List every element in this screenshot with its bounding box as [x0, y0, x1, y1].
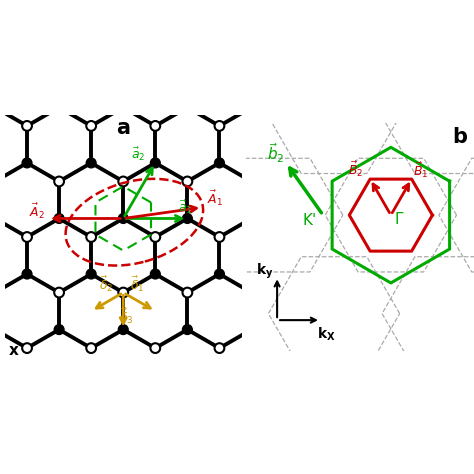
Text: $\vec{a}_2$: $\vec{a}_2$ — [131, 145, 146, 163]
Text: $\vec{B}_1$: $\vec{B}_1$ — [412, 161, 428, 181]
Text: $\vec{B}_2$: $\vec{B}_2$ — [348, 159, 364, 179]
Text: b: b — [452, 127, 467, 146]
Text: $\vec{b}_2$: $\vec{b}_2$ — [267, 141, 285, 165]
Circle shape — [22, 121, 32, 131]
Circle shape — [118, 325, 128, 335]
Circle shape — [118, 102, 128, 112]
Circle shape — [182, 102, 192, 112]
Circle shape — [150, 269, 160, 279]
Text: $\vec{a}_1$: $\vec{a}_1$ — [178, 199, 193, 216]
Text: $\mathbf{k_y}$: $\mathbf{k_y}$ — [256, 262, 273, 281]
Circle shape — [54, 214, 64, 223]
Text: K': K' — [302, 213, 317, 228]
Circle shape — [150, 121, 160, 131]
Circle shape — [54, 325, 64, 335]
Circle shape — [215, 343, 224, 353]
Circle shape — [86, 158, 96, 168]
Text: $\vec{A}_2$: $\vec{A}_2$ — [29, 201, 46, 221]
Circle shape — [182, 214, 192, 223]
Circle shape — [54, 288, 64, 298]
Circle shape — [86, 121, 96, 131]
Circle shape — [22, 343, 32, 353]
Circle shape — [215, 158, 224, 168]
Circle shape — [246, 325, 256, 335]
Circle shape — [86, 343, 96, 353]
Circle shape — [215, 269, 224, 279]
Circle shape — [246, 214, 256, 223]
Circle shape — [246, 288, 256, 298]
Text: $\vec{\delta}_1$: $\vec{\delta}_1$ — [130, 274, 145, 294]
Text: $\mathbf{k_X}$: $\mathbf{k_X}$ — [318, 325, 336, 343]
Text: $\vec{\delta}_2$: $\vec{\delta}_2$ — [99, 274, 114, 294]
Circle shape — [22, 232, 32, 242]
Circle shape — [118, 177, 128, 186]
Circle shape — [150, 232, 160, 242]
Circle shape — [22, 269, 32, 279]
Circle shape — [215, 232, 224, 242]
Circle shape — [86, 269, 96, 279]
Circle shape — [246, 177, 256, 186]
Text: $\Gamma$: $\Gamma$ — [394, 211, 405, 227]
Circle shape — [182, 325, 192, 335]
Circle shape — [150, 343, 160, 353]
Circle shape — [182, 177, 192, 186]
Circle shape — [54, 177, 64, 186]
Circle shape — [118, 214, 128, 223]
Circle shape — [86, 232, 96, 242]
Circle shape — [215, 121, 224, 131]
Circle shape — [54, 102, 64, 112]
Circle shape — [118, 288, 128, 298]
Circle shape — [150, 158, 160, 168]
Text: $\vec{\delta}_3$: $\vec{\delta}_3$ — [119, 306, 134, 326]
Text: a: a — [116, 118, 130, 138]
Circle shape — [246, 102, 256, 112]
Circle shape — [22, 158, 32, 168]
Text: x: x — [9, 343, 18, 358]
Text: $\vec{A}_1$: $\vec{A}_1$ — [207, 188, 223, 208]
Circle shape — [182, 288, 192, 298]
